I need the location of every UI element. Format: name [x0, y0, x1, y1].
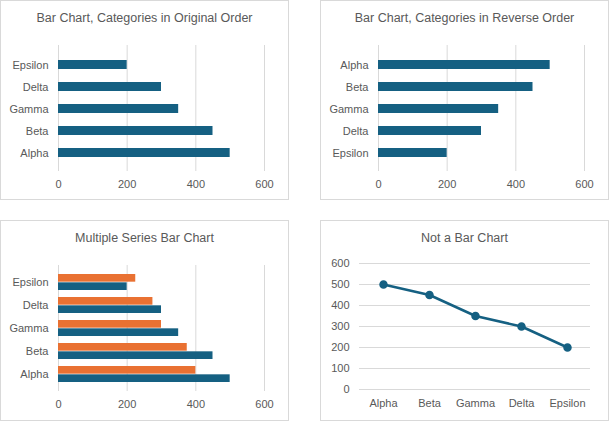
- svg-text:500: 500: [331, 278, 349, 290]
- svg-text:600: 600: [331, 257, 349, 269]
- svg-text:400: 400: [507, 178, 525, 190]
- svg-text:Delta: Delta: [23, 81, 50, 93]
- svg-text:600: 600: [255, 178, 273, 190]
- svg-text:100: 100: [331, 362, 349, 374]
- svg-text:Epsilon: Epsilon: [549, 397, 585, 409]
- svg-text:Beta: Beta: [26, 125, 50, 137]
- svg-text:400: 400: [187, 178, 205, 190]
- svg-text:Alpha: Alpha: [340, 59, 369, 71]
- svg-text:Gamma: Gamma: [456, 397, 496, 409]
- svg-text:Delta: Delta: [509, 397, 536, 409]
- svg-text:Alpha: Alpha: [20, 147, 49, 159]
- svg-text:0: 0: [343, 383, 349, 395]
- svg-text:Delta: Delta: [23, 299, 50, 311]
- svg-text:Gamma: Gamma: [329, 103, 369, 115]
- svg-text:Beta: Beta: [346, 81, 370, 93]
- html-text:Multiple Series Bar Chart: Multiple Series Bar Chart: [75, 231, 214, 245]
- html-text:Not a Bar Chart: Not a Bar Chart: [421, 231, 508, 245]
- svg-text:0: 0: [55, 178, 61, 190]
- svg-text:0: 0: [55, 398, 61, 410]
- html-text:Bar Chart, Categories in Origi: Bar Chart, Categories in Original Order: [36, 11, 253, 25]
- svg-text:400: 400: [187, 398, 205, 410]
- svg-text:Gamma: Gamma: [9, 103, 49, 115]
- svg-text:200: 200: [438, 178, 456, 190]
- svg-text:200: 200: [331, 341, 349, 353]
- svg-text:Gamma: Gamma: [9, 322, 49, 334]
- svg-text:300: 300: [331, 320, 349, 332]
- svg-text:600: 600: [255, 398, 273, 410]
- svg-text:0: 0: [375, 178, 381, 190]
- svg-text:400: 400: [331, 299, 349, 311]
- svg-text:200: 200: [118, 398, 136, 410]
- svg-text:Delta: Delta: [343, 125, 370, 137]
- svg-text:600: 600: [575, 178, 593, 190]
- svg-text:Epsilon: Epsilon: [332, 147, 368, 159]
- svg-text:Beta: Beta: [418, 397, 442, 409]
- svg-text:Epsilon: Epsilon: [12, 276, 48, 288]
- svg-text:Alpha: Alpha: [20, 368, 49, 380]
- svg-text:Beta: Beta: [26, 345, 50, 357]
- svg-text:200: 200: [118, 178, 136, 190]
- svg-text:Alpha: Alpha: [369, 397, 398, 409]
- svg-text:Epsilon: Epsilon: [12, 59, 48, 71]
- html-text:Bar Chart, Categories in Rever: Bar Chart, Categories in Reverse Order: [354, 11, 575, 25]
